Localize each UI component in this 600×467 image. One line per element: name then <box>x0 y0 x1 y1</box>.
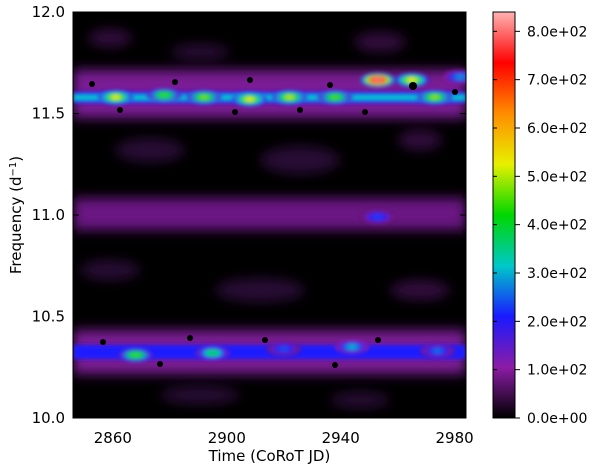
power-features <box>98 69 466 363</box>
hole <box>172 79 178 85</box>
colorbar-ticks: 0.0e+00 1.0e+02 2.0e+02 3.0e+02 4.0e+02 5.0e+… <box>493 24 587 427</box>
colorbar-tick-label: 4.0e+02 <box>527 218 587 234</box>
power-peak <box>318 90 352 105</box>
x-tick-label: 2980 <box>436 429 474 447</box>
hole <box>187 335 193 341</box>
plot-area <box>73 12 466 418</box>
power-peak <box>195 346 230 361</box>
power-peak <box>118 348 153 363</box>
y-axis-label-prefix: Frequency (d <box>7 176 25 274</box>
hole <box>117 107 123 113</box>
power-peak <box>272 90 307 105</box>
hole <box>409 82 417 90</box>
band-upper-core-inner <box>73 95 466 100</box>
y-axis-label-exponent: −1 <box>8 162 19 177</box>
colorbar-tick-label: 3.0e+02 <box>527 266 587 282</box>
power-peak <box>394 73 429 88</box>
colorbar-tick-label: 1.0e+02 <box>527 363 587 379</box>
x-axis-label: Time (CoRoT JD) <box>208 447 331 465</box>
hole <box>332 362 338 368</box>
power-peak <box>417 90 452 105</box>
hole <box>327 82 333 88</box>
y-tick-label: 11.5 <box>32 105 65 123</box>
hole <box>157 361 163 367</box>
hole <box>262 337 268 343</box>
power-peak <box>420 344 455 359</box>
hole <box>297 107 303 113</box>
power-peak <box>266 341 301 356</box>
x-tick-label: 2940 <box>322 429 360 447</box>
colorbar-tick-label: 6.0e+02 <box>527 121 587 137</box>
band-middle-halo <box>73 198 466 230</box>
power-peak <box>335 339 370 354</box>
power-peak <box>232 92 267 107</box>
colorbar-tick-label: 8.0e+02 <box>527 24 587 40</box>
colorbar-tick-label: 5.0e+02 <box>527 169 587 185</box>
x-tick-label: 2900 <box>208 429 246 447</box>
hole <box>452 89 458 95</box>
y-axis-label: Frequency (d−1) <box>7 156 25 274</box>
hole <box>247 77 253 83</box>
hole <box>89 81 95 87</box>
colorbar-tick-label: 7.0e+02 <box>527 73 587 89</box>
dark-holes <box>89 77 458 368</box>
hole <box>232 109 238 115</box>
x-tick-label: 2860 <box>94 429 132 447</box>
y-tick-label: 10.0 <box>32 409 65 427</box>
x-axis-ticks: 2860 2900 2940 2980 <box>94 12 474 447</box>
power-peak <box>360 210 395 225</box>
y-axis-ticks: 10.0 10.5 11.0 11.5 12.0 <box>32 3 466 427</box>
y-tick-label: 12.0 <box>32 3 65 21</box>
colorbar-tick-label: 0.0e+00 <box>527 411 587 427</box>
y-tick-label: 11.0 <box>32 206 65 224</box>
colorbar <box>492 11 516 419</box>
hole <box>375 337 381 343</box>
y-axis-label-suffix: ) <box>7 156 25 162</box>
background-mottle <box>80 29 450 408</box>
y-tick-label: 10.5 <box>32 308 65 326</box>
power-peak <box>98 90 133 105</box>
hole <box>362 109 368 115</box>
power-peak <box>187 90 221 105</box>
power-peak <box>360 73 395 88</box>
hole <box>100 339 106 345</box>
colorbar-tick-label: 2.0e+02 <box>527 314 587 330</box>
power-peak <box>147 88 182 103</box>
power-peak <box>443 69 466 84</box>
